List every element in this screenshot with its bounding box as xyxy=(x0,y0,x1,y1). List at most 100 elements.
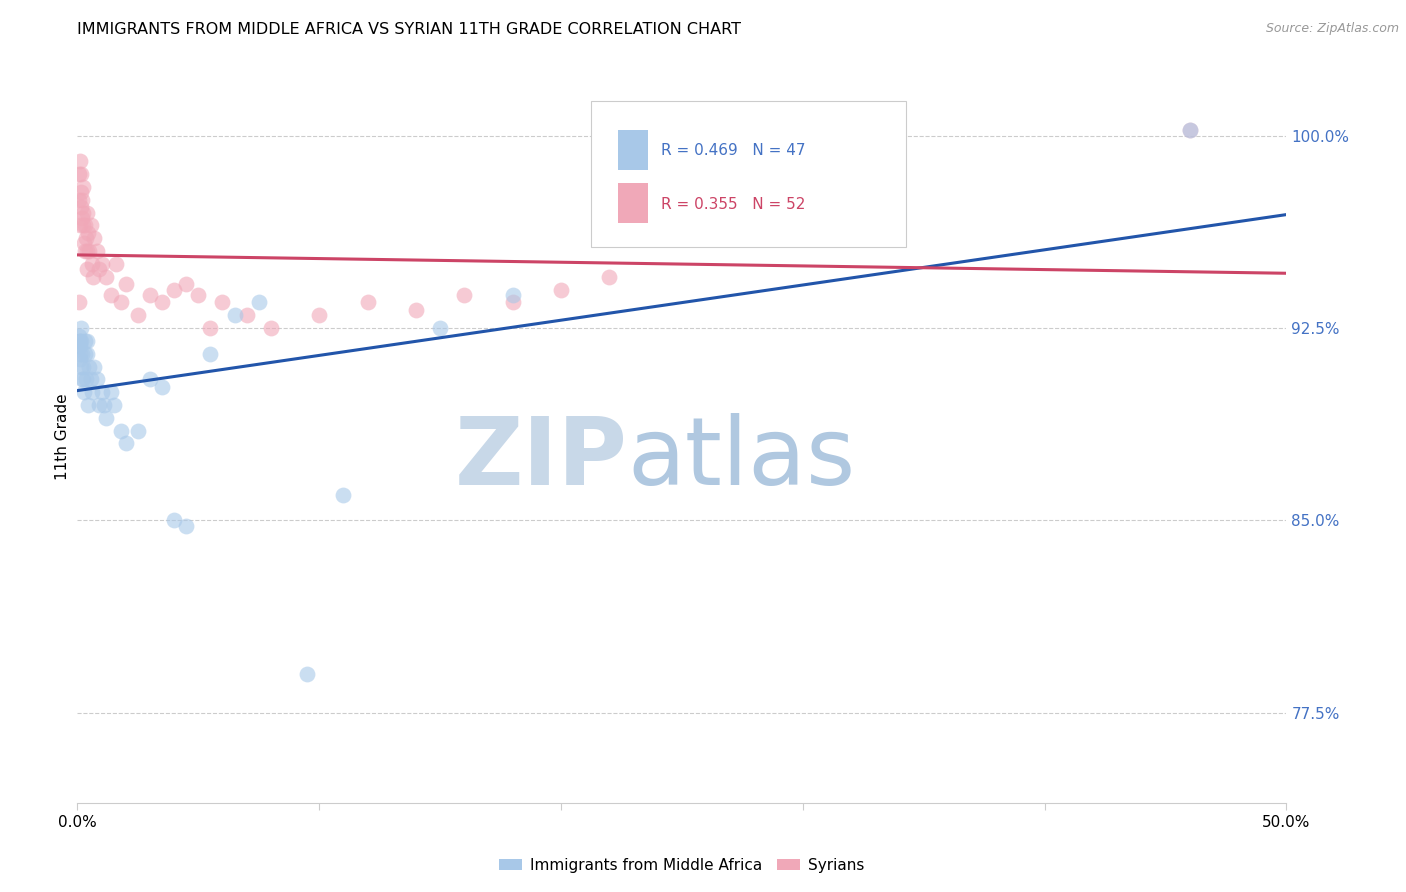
Point xyxy=(69,154,91,169)
Point xyxy=(73,385,96,400)
Point xyxy=(67,339,90,353)
Point xyxy=(70,193,93,207)
Point xyxy=(76,262,98,277)
Text: atlas: atlas xyxy=(627,413,856,505)
Point xyxy=(86,244,108,258)
Point xyxy=(90,385,112,400)
Point xyxy=(90,257,112,271)
Point xyxy=(200,346,222,360)
Point xyxy=(174,518,197,533)
Point xyxy=(356,295,378,310)
Point xyxy=(79,372,101,386)
Point xyxy=(70,211,93,225)
Point xyxy=(295,667,318,681)
FancyBboxPatch shape xyxy=(592,101,905,247)
Point xyxy=(77,398,100,412)
Point xyxy=(93,398,115,412)
Point xyxy=(174,277,197,292)
Point xyxy=(76,334,98,348)
Text: R = 0.469   N = 47: R = 0.469 N = 47 xyxy=(661,143,806,158)
Point xyxy=(187,287,209,301)
Point xyxy=(75,346,97,360)
Point xyxy=(87,398,110,412)
Point xyxy=(69,185,91,199)
Point xyxy=(502,287,524,301)
Point xyxy=(211,295,233,310)
Point xyxy=(163,283,186,297)
Point xyxy=(1178,123,1201,137)
Point xyxy=(70,372,93,386)
Point xyxy=(200,321,222,335)
Point xyxy=(114,436,136,450)
Point xyxy=(70,359,93,374)
Point xyxy=(70,200,93,214)
Point xyxy=(405,303,427,318)
Point xyxy=(110,295,132,310)
Point xyxy=(235,308,257,322)
Point xyxy=(96,269,118,284)
Point xyxy=(75,244,97,258)
Point xyxy=(75,372,97,386)
Point xyxy=(76,244,98,258)
Point xyxy=(73,219,96,233)
Point xyxy=(67,295,90,310)
Point xyxy=(86,372,108,386)
Point xyxy=(73,334,96,348)
Point xyxy=(114,277,136,292)
Point xyxy=(332,488,354,502)
Point xyxy=(260,321,283,335)
Point xyxy=(502,295,524,310)
Point xyxy=(224,308,246,322)
Point xyxy=(69,351,91,366)
Point xyxy=(69,339,91,353)
Point xyxy=(598,269,620,284)
Point xyxy=(72,205,94,219)
Point xyxy=(110,424,132,438)
Point xyxy=(83,231,105,245)
Point xyxy=(79,359,101,374)
Point xyxy=(67,328,90,343)
Point xyxy=(550,283,572,297)
Point xyxy=(72,179,94,194)
Point xyxy=(69,334,91,348)
Point xyxy=(69,346,91,360)
Point xyxy=(76,205,98,219)
Point xyxy=(1178,123,1201,137)
Point xyxy=(96,410,118,425)
Point xyxy=(150,295,173,310)
Point xyxy=(77,226,100,240)
Bar xyxy=(617,183,648,224)
Point xyxy=(105,257,128,271)
Text: R = 0.355   N = 52: R = 0.355 N = 52 xyxy=(661,197,806,212)
Point xyxy=(139,287,162,301)
Point xyxy=(72,219,94,233)
Point xyxy=(79,244,101,258)
Point xyxy=(247,295,270,310)
Bar xyxy=(617,130,648,170)
Point xyxy=(72,372,94,386)
Point xyxy=(100,287,122,301)
Point xyxy=(87,262,110,277)
Point xyxy=(429,321,451,335)
Point xyxy=(83,359,105,374)
Y-axis label: 11th Grade: 11th Grade xyxy=(55,393,70,481)
Point xyxy=(139,372,162,386)
Point xyxy=(103,398,125,412)
Point xyxy=(308,308,330,322)
Point xyxy=(453,287,475,301)
Point xyxy=(67,167,90,181)
Point xyxy=(75,231,97,245)
Point xyxy=(69,219,91,233)
Text: IMMIGRANTS FROM MIDDLE AFRICA VS SYRIAN 11TH GRADE CORRELATION CHART: IMMIGRANTS FROM MIDDLE AFRICA VS SYRIAN … xyxy=(77,22,741,37)
Point xyxy=(70,346,93,360)
Point xyxy=(150,380,173,394)
Point xyxy=(73,236,96,251)
Text: ZIP: ZIP xyxy=(454,413,627,505)
Point xyxy=(127,424,149,438)
Point xyxy=(127,308,149,322)
Point xyxy=(69,321,91,335)
Point xyxy=(76,346,98,360)
Point xyxy=(100,385,122,400)
Point xyxy=(70,167,93,181)
Point xyxy=(80,257,103,271)
